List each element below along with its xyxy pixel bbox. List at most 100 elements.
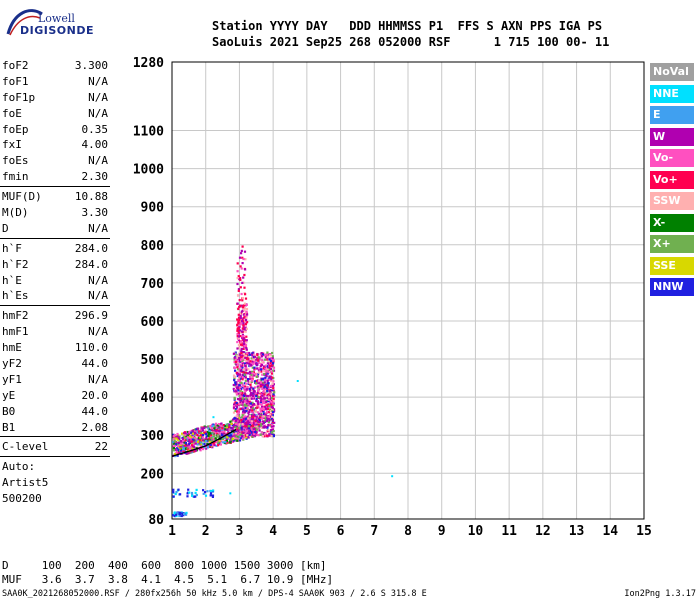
echo-point <box>259 353 262 356</box>
echo-point <box>266 385 269 388</box>
echo-point <box>252 391 255 394</box>
echo-point <box>251 352 254 355</box>
echo-point <box>248 387 251 390</box>
echo-point <box>260 404 263 407</box>
echo-point <box>253 386 256 389</box>
echo-point <box>244 421 247 424</box>
echo-point <box>239 430 242 433</box>
echo-point <box>239 363 242 366</box>
echo-point <box>243 316 246 319</box>
echo-point <box>236 328 239 331</box>
echo-point <box>233 434 236 437</box>
echo-point <box>242 384 245 388</box>
echo-point <box>236 372 240 375</box>
echo-point <box>233 397 236 400</box>
echo-point <box>248 433 251 436</box>
echo-point <box>256 353 259 356</box>
param-row: yE 20.0 <box>0 388 112 404</box>
echo-point <box>173 512 176 515</box>
echo-point <box>246 372 249 375</box>
echo-point <box>262 421 265 424</box>
echo-point <box>200 446 203 449</box>
echo-point <box>240 292 243 296</box>
echo-point <box>232 383 235 387</box>
y-tick-label: 900 <box>141 201 165 216</box>
echo-point <box>270 365 274 368</box>
echo-point <box>244 343 248 347</box>
echo-point <box>271 428 275 431</box>
echo-point <box>208 437 211 440</box>
echo-point <box>238 360 241 363</box>
echo-point <box>232 411 236 414</box>
echo-point <box>213 441 216 444</box>
echo-point <box>242 313 245 316</box>
echo-point <box>258 379 261 382</box>
header-labels: Station YYYY DAY DDD HHMMSS P1 FFS S AXN… <box>212 19 603 33</box>
echo-point <box>181 432 184 435</box>
echo-point <box>210 429 214 432</box>
echo-point <box>237 387 240 390</box>
echo-point <box>251 363 254 366</box>
echo-point <box>246 362 249 365</box>
param-name: MUF(D) <box>2 190 42 204</box>
echo-point <box>215 428 218 432</box>
echo-point <box>241 369 244 373</box>
param-name: B0 <box>2 404 16 418</box>
x-tick-label: 15 <box>636 524 652 539</box>
echo-point <box>192 439 195 442</box>
echo-point <box>233 390 236 393</box>
echo-point <box>262 410 265 413</box>
echo-point <box>260 378 263 381</box>
echo-point <box>268 404 271 407</box>
echo-point <box>241 344 244 347</box>
legend-item-x: X- <box>650 213 694 232</box>
echo-point <box>192 443 195 446</box>
echo-point <box>217 444 220 447</box>
echo-point <box>198 441 201 444</box>
echo-point <box>242 343 245 346</box>
echo-point <box>256 423 259 426</box>
echo-point <box>208 445 211 448</box>
echo-point <box>237 289 240 292</box>
echo-point <box>264 376 267 379</box>
echo-point <box>267 407 270 410</box>
echo-point <box>238 434 241 437</box>
echo-point <box>203 446 206 449</box>
echo-point <box>251 370 254 373</box>
echo-point <box>261 417 264 420</box>
echo-point <box>271 406 274 409</box>
echo-point <box>240 249 243 252</box>
echo-point <box>241 330 244 333</box>
echo-point <box>245 432 248 435</box>
param-value: 284.0 <box>74 257 108 271</box>
echo-point <box>242 417 245 420</box>
echo-point <box>259 416 262 419</box>
echo-point <box>243 409 246 412</box>
echo-point <box>178 451 181 454</box>
echo-point <box>241 397 244 400</box>
echo-point <box>271 356 274 359</box>
echo-point <box>271 369 275 372</box>
echo-point <box>260 398 263 402</box>
echo-point <box>270 370 273 373</box>
echo-point <box>243 307 246 310</box>
echo-point <box>250 418 253 421</box>
echo-point <box>255 379 258 382</box>
echo-point <box>208 429 211 432</box>
x-tick-label: 3 <box>236 524 244 539</box>
echo-point <box>247 417 250 420</box>
echo-point <box>260 431 263 434</box>
echo-point <box>232 418 235 421</box>
echo-point <box>245 382 248 385</box>
echo-point <box>270 389 273 392</box>
autoscale-info: Artist5 <box>2 476 49 490</box>
echo-point <box>267 371 270 374</box>
echo-point <box>242 335 245 338</box>
echo-point <box>254 419 257 423</box>
echo-point <box>271 394 274 397</box>
echo-point <box>237 433 240 436</box>
echo-point <box>236 439 239 442</box>
echo-point <box>263 397 266 400</box>
echo-point <box>241 373 244 376</box>
echo-point <box>253 374 256 377</box>
